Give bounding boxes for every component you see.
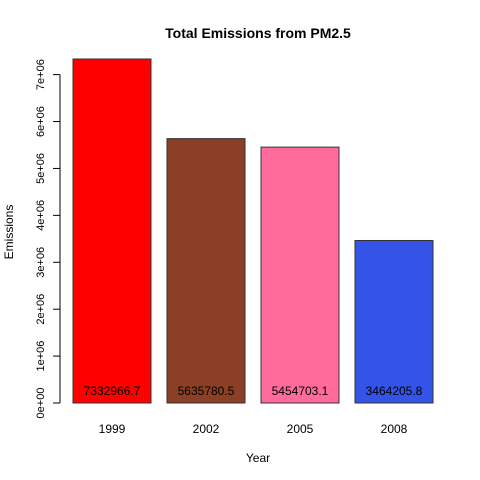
x-category-labels: 1999 2002 2005 2008 xyxy=(99,422,408,436)
y-axis-label: Emissions xyxy=(2,205,16,260)
data-label-2002: 5635780.5 xyxy=(178,384,235,398)
x-tick-label-2005: 2005 xyxy=(287,422,314,436)
x-tick-label-1999: 1999 xyxy=(99,422,126,436)
bars-group xyxy=(72,58,434,404)
x-axis-label: Year xyxy=(246,451,270,465)
data-labels-group: 7332966.7 5635780.5 5454703.1 3464205.8 xyxy=(84,384,423,398)
data-label-1999: 7332966.7 xyxy=(84,384,141,398)
y-tick-label: 6e+06 xyxy=(35,106,47,137)
bar-2002 xyxy=(166,138,246,404)
data-label-2005: 5454703.1 xyxy=(272,384,329,398)
bar-2008 xyxy=(354,239,434,404)
y-tick-label: 3e+06 xyxy=(35,247,47,278)
y-tick-label: 1e+06 xyxy=(35,341,47,372)
bar-1999 xyxy=(72,58,152,404)
y-tick-label: 4e+06 xyxy=(35,200,47,231)
x-tick-label-2008: 2008 xyxy=(381,422,408,436)
y-tick-label: 5e+06 xyxy=(35,153,47,184)
y-tick-label: 2e+06 xyxy=(35,294,47,325)
data-label-2008: 3464205.8 xyxy=(366,384,423,398)
bar-2005 xyxy=(260,146,340,404)
chart-title: Total Emissions from PM2.5 xyxy=(165,25,351,41)
y-axis: 0e+00 1e+06 2e+06 3e+06 4e+06 5e+06 6e+06 7e+06 xyxy=(35,59,61,419)
y-tick-label: 7e+06 xyxy=(35,59,47,90)
y-tick-label: 0e+00 xyxy=(35,388,47,419)
x-tick-label-2002: 2002 xyxy=(193,422,220,436)
